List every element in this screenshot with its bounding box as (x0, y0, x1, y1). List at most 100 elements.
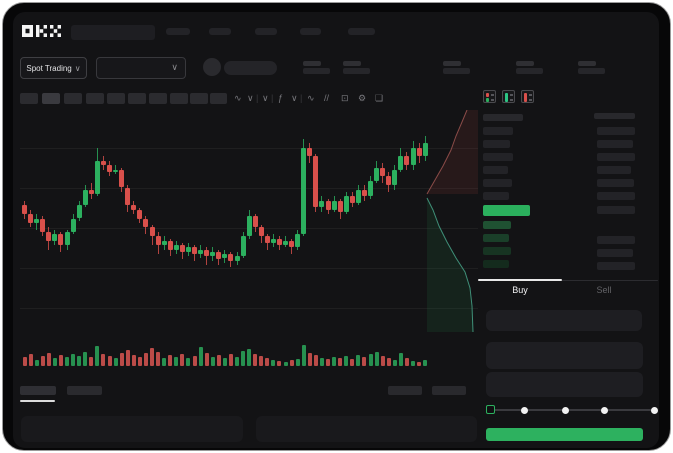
orders-panel (21, 416, 243, 442)
volume-bar (34, 360, 39, 366)
orderbook-bid-row[interactable] (483, 221, 511, 229)
candle-body (76, 205, 82, 219)
orderbook-amount-cell[interactable] (597, 236, 635, 244)
chevron-down-icon[interactable]: ∨ (247, 93, 254, 103)
order-form-input[interactable] (486, 310, 642, 331)
tab-buy[interactable]: Buy (512, 285, 528, 295)
nav-item[interactable] (255, 28, 277, 35)
mode-icon-mark (486, 98, 489, 102)
pair-search-placeholder[interactable] (71, 25, 155, 40)
chevron-down-icon[interactable]: ∨ (291, 93, 298, 103)
chart-toolbar-item[interactable] (64, 93, 82, 104)
orderbook-amount-cell[interactable] (597, 179, 634, 187)
compare-icon[interactable]: // (324, 93, 330, 103)
chart-toolbar-item[interactable] (86, 93, 104, 104)
orderbook-bid-row[interactable] (483, 234, 509, 242)
chart-toolbar-item[interactable] (190, 93, 208, 104)
candle-body (361, 189, 367, 197)
chevron-down-icon[interactable]: ∨ (262, 93, 269, 103)
orderbook-ask-row[interactable] (483, 127, 513, 135)
orderbook-ask-row[interactable] (483, 166, 508, 174)
orderbook-amount-cell[interactable] (597, 206, 635, 214)
chart-toolbar-item[interactable] (170, 93, 188, 104)
order-form-input[interactable] (486, 342, 643, 369)
nav-item[interactable] (300, 28, 321, 35)
volume-bar (319, 358, 324, 366)
separator: | (271, 93, 274, 103)
buy-submit-button[interactable] (486, 428, 643, 441)
nav-item[interactable] (166, 28, 190, 35)
chart-toolbar-item[interactable] (149, 93, 167, 104)
candle-body (131, 205, 137, 210)
slider-stop[interactable] (561, 406, 569, 414)
candle-body (88, 189, 94, 195)
book-asks-icon[interactable] (521, 90, 534, 103)
slider-handle[interactable] (485, 405, 495, 414)
orderbook-last-price[interactable] (483, 205, 530, 216)
book-bids-icon[interactable] (502, 90, 515, 103)
orderbook-ask-row[interactable] (483, 153, 513, 161)
candle-wick (206, 247, 208, 266)
chart-toolbar-item[interactable] (210, 93, 227, 104)
chart-toolbar-item[interactable] (42, 93, 60, 104)
bottom-tab[interactable] (432, 386, 466, 395)
fullscreen-expand-icon[interactable]: ❏ (375, 93, 384, 103)
orderbook-header[interactable] (594, 113, 635, 119)
ticker-stat (443, 61, 461, 66)
nav-item[interactable] (348, 28, 375, 35)
orderbook-amount-cell[interactable] (597, 127, 635, 135)
orderbook-amount-cell[interactable] (597, 153, 635, 161)
orderbook-ask-row[interactable] (483, 140, 510, 148)
mode-icon-mark (486, 93, 489, 97)
chart-toolbar-item[interactable] (128, 93, 146, 104)
order-form-input[interactable] (486, 372, 643, 397)
orderbook-ask-row[interactable] (483, 179, 512, 187)
candle-body (276, 238, 282, 246)
candle-body (252, 216, 258, 228)
bottom-tab[interactable] (67, 386, 102, 395)
candle-body (319, 200, 325, 208)
pair-dropdown[interactable]: ∨ (96, 57, 186, 79)
settings-gear-icon[interactable]: ⚙ (358, 93, 367, 103)
volume-bar (326, 359, 330, 366)
volume-bar (89, 357, 94, 366)
volume-bar (137, 357, 142, 366)
slider-stop[interactable] (520, 406, 528, 414)
market-type-label: Spot Trading (26, 63, 72, 73)
orderbook-bid-row[interactable] (483, 247, 511, 255)
orderbook-amount-cell[interactable] (597, 192, 635, 200)
nav-item[interactable] (209, 28, 231, 35)
wave-icon[interactable]: ∿ (307, 93, 315, 103)
orderbook-header[interactable] (483, 114, 523, 121)
tab-sell[interactable]: Sell (596, 285, 612, 295)
bottom-tab[interactable] (20, 386, 56, 395)
volume-bar (380, 356, 385, 366)
volume-bar (338, 358, 343, 366)
orderbook-amount-cell[interactable] (597, 249, 633, 257)
indicator-fx-icon[interactable]: ƒ (278, 93, 284, 103)
candle-body (264, 236, 270, 243)
line-style-icon[interactable]: ∿ (234, 93, 242, 103)
orderbook-amount-cell[interactable] (597, 166, 631, 174)
chart-toolbar-item[interactable] (107, 93, 125, 104)
slider-stop[interactable] (650, 406, 658, 414)
orderbook-ask-row[interactable] (483, 192, 509, 200)
orderbook-bid-row[interactable] (483, 260, 509, 268)
chart-toolbar-item[interactable] (20, 93, 38, 104)
candle-body (107, 165, 112, 172)
volume-bar (307, 353, 312, 366)
ticker-stat (303, 61, 321, 66)
orderbook-amount-cell[interactable] (597, 140, 633, 148)
volume-bar (58, 355, 63, 366)
snapshot-camera-icon[interactable]: ⊡ (341, 93, 349, 103)
bottom-tab[interactable] (388, 386, 422, 395)
volume-bar (350, 359, 355, 366)
volume-bar (374, 352, 379, 366)
orderbook-amount-cell[interactable] (597, 262, 635, 270)
book-both-icon[interactable] (483, 90, 496, 103)
amount-slider-track[interactable] (488, 409, 656, 411)
slider-stop[interactable] (600, 406, 608, 414)
market-type-selector[interactable]: Spot Trading ∨ (20, 57, 87, 79)
